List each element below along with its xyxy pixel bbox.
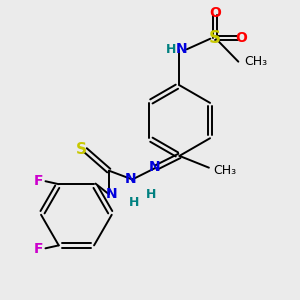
Text: CH₃: CH₃ <box>213 164 236 177</box>
Text: N: N <box>106 187 118 201</box>
Text: H: H <box>146 188 157 201</box>
Text: S: S <box>76 142 87 158</box>
Text: F: F <box>34 242 44 256</box>
Text: O: O <box>209 6 221 20</box>
Text: N: N <box>176 42 188 56</box>
Text: H: H <box>166 43 176 56</box>
Text: S: S <box>209 29 221 47</box>
Text: CH₃: CH₃ <box>244 55 267 68</box>
Text: N: N <box>148 160 160 174</box>
Text: F: F <box>34 174 44 188</box>
Text: N: N <box>125 172 137 186</box>
Text: O: O <box>235 31 247 45</box>
Text: H: H <box>129 196 139 209</box>
